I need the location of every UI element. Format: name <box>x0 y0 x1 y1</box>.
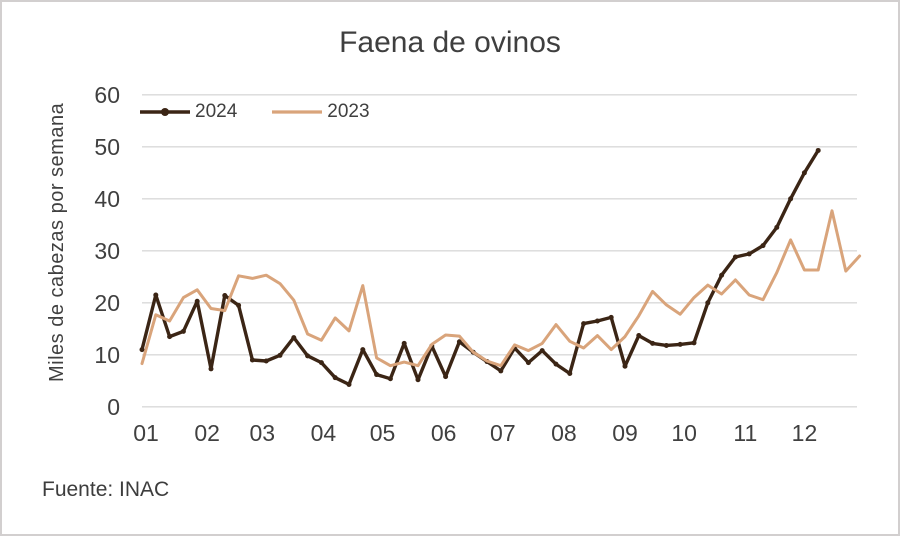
data-point-marker <box>415 377 421 383</box>
y-tick-label: 40 <box>94 185 120 212</box>
data-point-marker <box>677 341 683 347</box>
x-tick-label: 12 <box>791 420 818 446</box>
data-point-marker <box>194 298 200 304</box>
legend-label-2024: 2024 <box>195 101 238 122</box>
data-point-marker <box>208 366 214 372</box>
x-tick-label: 06 <box>430 420 457 446</box>
legend: 2024 2023 <box>139 101 370 123</box>
data-point-marker <box>705 300 711 306</box>
chart-title: Faena de ovinos <box>339 26 561 59</box>
data-point-marker <box>456 339 462 345</box>
data-point-marker <box>249 357 255 363</box>
data-point-marker <box>622 363 628 369</box>
data-point-marker <box>139 347 145 353</box>
data-point-marker <box>815 147 821 153</box>
legend-swatch-2023 <box>272 110 323 114</box>
data-point-marker <box>539 348 545 354</box>
data-point-marker <box>594 318 600 324</box>
legend-item-2024: 2024 <box>139 101 237 123</box>
data-point-marker <box>636 333 642 339</box>
x-tick-label: 05 <box>369 420 396 446</box>
data-point-marker <box>153 292 159 298</box>
data-point-marker <box>263 358 269 364</box>
data-point-marker <box>719 272 725 278</box>
x-tick-label: 02 <box>194 420 220 446</box>
data-point-marker <box>608 314 614 320</box>
legend-item-2023: 2023 <box>271 101 370 123</box>
series-line-2024 <box>140 148 820 387</box>
data-point-marker <box>801 170 807 176</box>
y-tick-label: 0 <box>107 393 120 420</box>
data-point-marker <box>746 251 752 257</box>
data-point-marker <box>291 335 297 341</box>
x-tick-label: 08 <box>551 420 577 446</box>
data-point-marker <box>236 302 242 308</box>
data-point-marker <box>567 371 573 377</box>
data-point-marker <box>663 342 669 348</box>
data-point-marker <box>760 243 766 249</box>
y-tick-label: 20 <box>94 289 120 316</box>
data-point-marker <box>443 374 449 380</box>
source-note: Fuente: INAC <box>42 478 170 501</box>
data-point-marker <box>788 196 794 202</box>
data-point-marker <box>332 375 338 381</box>
data-point-marker <box>691 340 697 346</box>
data-point-marker <box>346 381 352 387</box>
series-line-2023 <box>140 209 862 368</box>
x-tick-label: 07 <box>490 420 516 446</box>
x-tick-label: 03 <box>249 420 276 446</box>
data-point-marker <box>498 368 504 374</box>
data-point-marker <box>305 353 311 359</box>
data-point-marker <box>360 347 366 353</box>
legend-swatch-2024 <box>140 108 190 116</box>
x-tick-label: 10 <box>671 420 697 446</box>
data-point-marker <box>774 224 780 230</box>
data-point-marker <box>222 293 228 299</box>
legend-label-2023: 2023 <box>327 101 370 122</box>
x-tick-label: 09 <box>612 420 638 446</box>
data-point-marker <box>581 321 587 327</box>
x-tick-label: 04 <box>310 420 337 446</box>
data-point-marker <box>525 360 531 366</box>
data-point-marker <box>180 328 186 334</box>
y-tick-label: 50 <box>94 133 120 160</box>
y-tick-label: 60 <box>94 81 120 108</box>
data-point-marker <box>401 340 407 346</box>
data-point-marker <box>374 372 380 378</box>
x-tick-label: 11 <box>733 420 758 446</box>
data-point-marker <box>650 340 656 346</box>
data-point-marker <box>387 376 393 382</box>
data-point-marker <box>167 334 173 340</box>
data-point-marker <box>732 254 738 260</box>
y-tick-label: 30 <box>94 237 120 264</box>
x-tick-label: 01 <box>133 420 159 446</box>
data-point-marker <box>318 360 324 366</box>
data-point-marker <box>553 361 559 367</box>
data-point-marker <box>277 352 283 358</box>
y-tick-label: 10 <box>94 341 120 368</box>
